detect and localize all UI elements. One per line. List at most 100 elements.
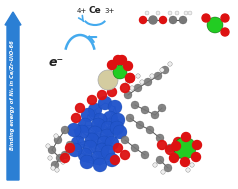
Circle shape [140,80,144,84]
Circle shape [83,140,97,154]
Circle shape [156,11,160,15]
Circle shape [100,129,114,143]
Circle shape [181,158,189,166]
Circle shape [105,153,119,167]
Circle shape [174,138,183,146]
Circle shape [186,168,190,172]
Circle shape [98,91,106,99]
Circle shape [158,140,167,149]
Circle shape [75,104,84,112]
Circle shape [149,16,157,24]
Circle shape [153,163,157,167]
Circle shape [164,164,172,172]
Circle shape [110,121,124,135]
Circle shape [169,16,177,24]
Circle shape [190,163,194,167]
Circle shape [126,80,130,84]
Circle shape [175,11,179,15]
Circle shape [160,68,164,72]
Circle shape [124,91,132,99]
Circle shape [61,126,69,134]
Circle shape [113,65,127,79]
Circle shape [61,151,69,159]
Circle shape [75,125,89,139]
Circle shape [105,136,119,150]
Circle shape [114,56,123,64]
Circle shape [125,74,134,83]
Circle shape [85,133,99,147]
Circle shape [161,170,165,174]
Circle shape [136,121,144,129]
Circle shape [113,125,127,139]
Circle shape [81,108,95,122]
Circle shape [120,150,129,160]
Circle shape [120,84,129,92]
Circle shape [51,161,59,169]
Circle shape [124,61,133,70]
Circle shape [78,148,92,162]
Circle shape [131,144,139,152]
Circle shape [151,111,159,119]
Circle shape [154,72,162,80]
Circle shape [126,114,134,122]
Circle shape [108,100,122,114]
Circle shape [172,142,180,150]
Circle shape [182,156,186,160]
Circle shape [71,136,85,150]
Circle shape [78,118,92,132]
Circle shape [80,155,94,169]
Circle shape [146,126,154,134]
Circle shape [150,74,154,78]
Circle shape [180,157,189,167]
Circle shape [48,146,56,154]
Circle shape [54,136,62,144]
Circle shape [118,56,127,64]
Circle shape [88,95,96,105]
Text: Ce: Ce [89,6,101,15]
Circle shape [184,11,188,15]
Circle shape [114,143,123,153]
Circle shape [221,14,229,22]
Circle shape [131,101,139,109]
Circle shape [51,166,55,170]
Circle shape [145,11,149,15]
Circle shape [95,143,109,157]
FancyArrow shape [5,12,21,180]
Circle shape [93,158,107,172]
Circle shape [67,123,81,137]
Circle shape [156,156,164,164]
Circle shape [108,88,116,97]
Circle shape [207,17,223,33]
Text: e⁻: e⁻ [49,56,64,68]
Circle shape [144,78,152,86]
Circle shape [125,74,134,83]
Circle shape [193,140,202,149]
Circle shape [103,111,117,125]
Circle shape [168,62,172,66]
Circle shape [121,136,129,144]
Circle shape [88,103,102,117]
Circle shape [93,113,107,127]
Circle shape [68,143,82,157]
Circle shape [46,144,50,148]
Circle shape [130,86,134,90]
Circle shape [91,118,105,132]
Circle shape [174,137,196,159]
Circle shape [110,156,119,164]
Circle shape [221,28,229,36]
Circle shape [60,153,69,163]
Circle shape [91,151,105,165]
Circle shape [139,16,147,23]
Circle shape [66,141,74,149]
Circle shape [141,151,149,159]
Circle shape [158,104,166,112]
Circle shape [48,156,52,160]
Circle shape [61,160,65,164]
Circle shape [111,113,125,127]
Circle shape [55,168,59,172]
Circle shape [134,84,142,92]
Circle shape [156,134,164,142]
Circle shape [136,74,140,78]
Circle shape [54,134,58,138]
Circle shape [165,146,174,154]
